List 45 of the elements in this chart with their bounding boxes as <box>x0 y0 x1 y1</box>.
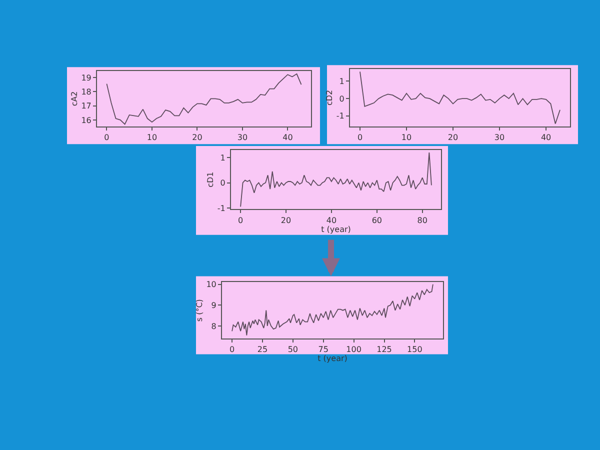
x-tick-label: 0 <box>357 132 363 142</box>
x-tick-label: 50 <box>288 345 298 354</box>
line-series <box>232 284 434 336</box>
x-tick-label: 40 <box>540 132 552 142</box>
x-tick-label: 20 <box>280 216 292 225</box>
x-tick-label: 80 <box>417 216 428 225</box>
x-axis-title: t (year) <box>321 224 351 234</box>
y-tick-label: 0 <box>339 94 344 104</box>
y-tick-label: 16 <box>81 116 92 125</box>
x-tick-label: 30 <box>237 132 248 142</box>
line-series <box>106 73 302 125</box>
y-tick-label: -1 <box>217 204 226 213</box>
x-tick-label: 60 <box>372 216 382 225</box>
y-axis-title: cA2 <box>70 91 79 106</box>
y-axis-title: cD2 <box>325 90 334 106</box>
y-tick-label: 1 <box>339 77 344 86</box>
y-tick-label: 18 <box>81 87 92 96</box>
y-tick-label: -1 <box>336 112 344 121</box>
y-axis-title: s (°C) <box>194 299 204 322</box>
y-tick-label: 9 <box>211 300 216 310</box>
x-tick-label: 125 <box>376 345 392 354</box>
x-tick-label: 150 <box>407 345 422 354</box>
x-tick-label: 75 <box>318 345 328 354</box>
x-tick-label: 20 <box>192 132 202 142</box>
x-tick-label: 0 <box>238 216 244 225</box>
y-tick-label: 1 <box>220 153 226 162</box>
x-tick-label: 0 <box>230 345 235 354</box>
y-tick-label: 8 <box>211 322 216 331</box>
x-axis-title: t (year) <box>318 354 348 364</box>
x-tick-label: 20 <box>448 132 458 142</box>
x-tick-label: 10 <box>146 132 158 142</box>
y-tick-label: 0 <box>220 178 226 188</box>
line-series <box>240 152 432 208</box>
x-tick-label: 40 <box>282 132 293 142</box>
x-tick-label: 0 <box>104 132 110 142</box>
y-tick-label: 10 <box>206 280 216 290</box>
line-series <box>360 71 560 124</box>
x-tick-label: 30 <box>494 132 505 142</box>
y-tick-label: 19 <box>81 73 92 82</box>
y-tick-label: 17 <box>81 102 92 111</box>
x-tick-label: 10 <box>401 132 412 142</box>
y-axis-title: cD1 <box>206 172 216 188</box>
x-tick-label: 25 <box>257 345 268 354</box>
x-tick-label: 100 <box>346 345 362 354</box>
x-tick-label: 40 <box>326 216 337 225</box>
